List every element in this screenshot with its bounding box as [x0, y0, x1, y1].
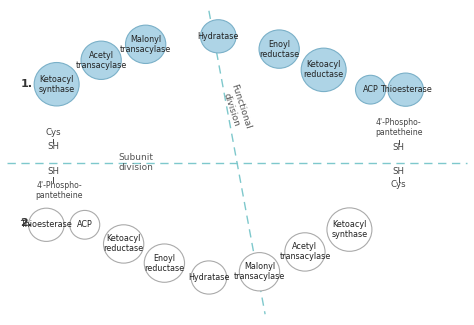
Text: Thioesterase: Thioesterase: [380, 85, 431, 94]
Ellipse shape: [239, 253, 280, 291]
Text: Cys: Cys: [391, 180, 406, 189]
Ellipse shape: [301, 48, 346, 92]
Text: SH: SH: [392, 167, 405, 176]
Text: Functional
division: Functional division: [219, 83, 253, 134]
Text: 1.: 1.: [20, 79, 33, 89]
Ellipse shape: [34, 62, 79, 106]
Text: 4'-Phospho-
pantetheine: 4'-Phospho- pantetheine: [375, 118, 422, 137]
Ellipse shape: [144, 244, 184, 282]
Text: Ketoacyl
synthase: Ketoacyl synthase: [331, 220, 367, 239]
Text: SH: SH: [47, 167, 59, 176]
Text: Enoyl
reductase: Enoyl reductase: [144, 254, 184, 273]
Text: Malonyl
transacylase: Malonyl transacylase: [120, 35, 171, 54]
Ellipse shape: [103, 225, 144, 263]
Text: Subunit
division: Subunit division: [119, 153, 154, 172]
Text: Hydratase: Hydratase: [198, 32, 239, 41]
Ellipse shape: [327, 208, 372, 251]
Ellipse shape: [191, 261, 227, 294]
Text: 2.: 2.: [20, 218, 33, 228]
Ellipse shape: [201, 20, 236, 53]
Text: Acetyl
transacylase: Acetyl transacylase: [279, 242, 330, 262]
Ellipse shape: [388, 73, 423, 106]
Ellipse shape: [28, 208, 64, 241]
Ellipse shape: [126, 25, 166, 63]
Ellipse shape: [81, 41, 121, 79]
Text: Cys: Cys: [46, 128, 61, 137]
Text: Acetyl
transacylase: Acetyl transacylase: [75, 51, 127, 70]
Ellipse shape: [70, 210, 100, 239]
Ellipse shape: [285, 233, 325, 271]
Text: Malonyl
transacylase: Malonyl transacylase: [234, 262, 285, 281]
Text: 4'-Phospho-
pantetheine: 4'-Phospho- pantetheine: [35, 181, 83, 200]
Text: SH: SH: [392, 143, 405, 152]
Text: Hydratase: Hydratase: [188, 273, 229, 282]
Text: ACP: ACP: [77, 220, 92, 229]
Text: Ketoacyl
reductase: Ketoacyl reductase: [304, 60, 344, 79]
Text: Ketoacyl
reductase: Ketoacyl reductase: [104, 234, 144, 254]
Text: Enoyl
reductase: Enoyl reductase: [259, 40, 299, 58]
Text: Thioesterase: Thioesterase: [20, 220, 72, 229]
Ellipse shape: [259, 30, 299, 68]
Text: ACP: ACP: [363, 85, 378, 94]
Text: Ketoacyl
synthase: Ketoacyl synthase: [38, 75, 75, 94]
Text: SH: SH: [47, 142, 59, 151]
Ellipse shape: [356, 75, 385, 104]
